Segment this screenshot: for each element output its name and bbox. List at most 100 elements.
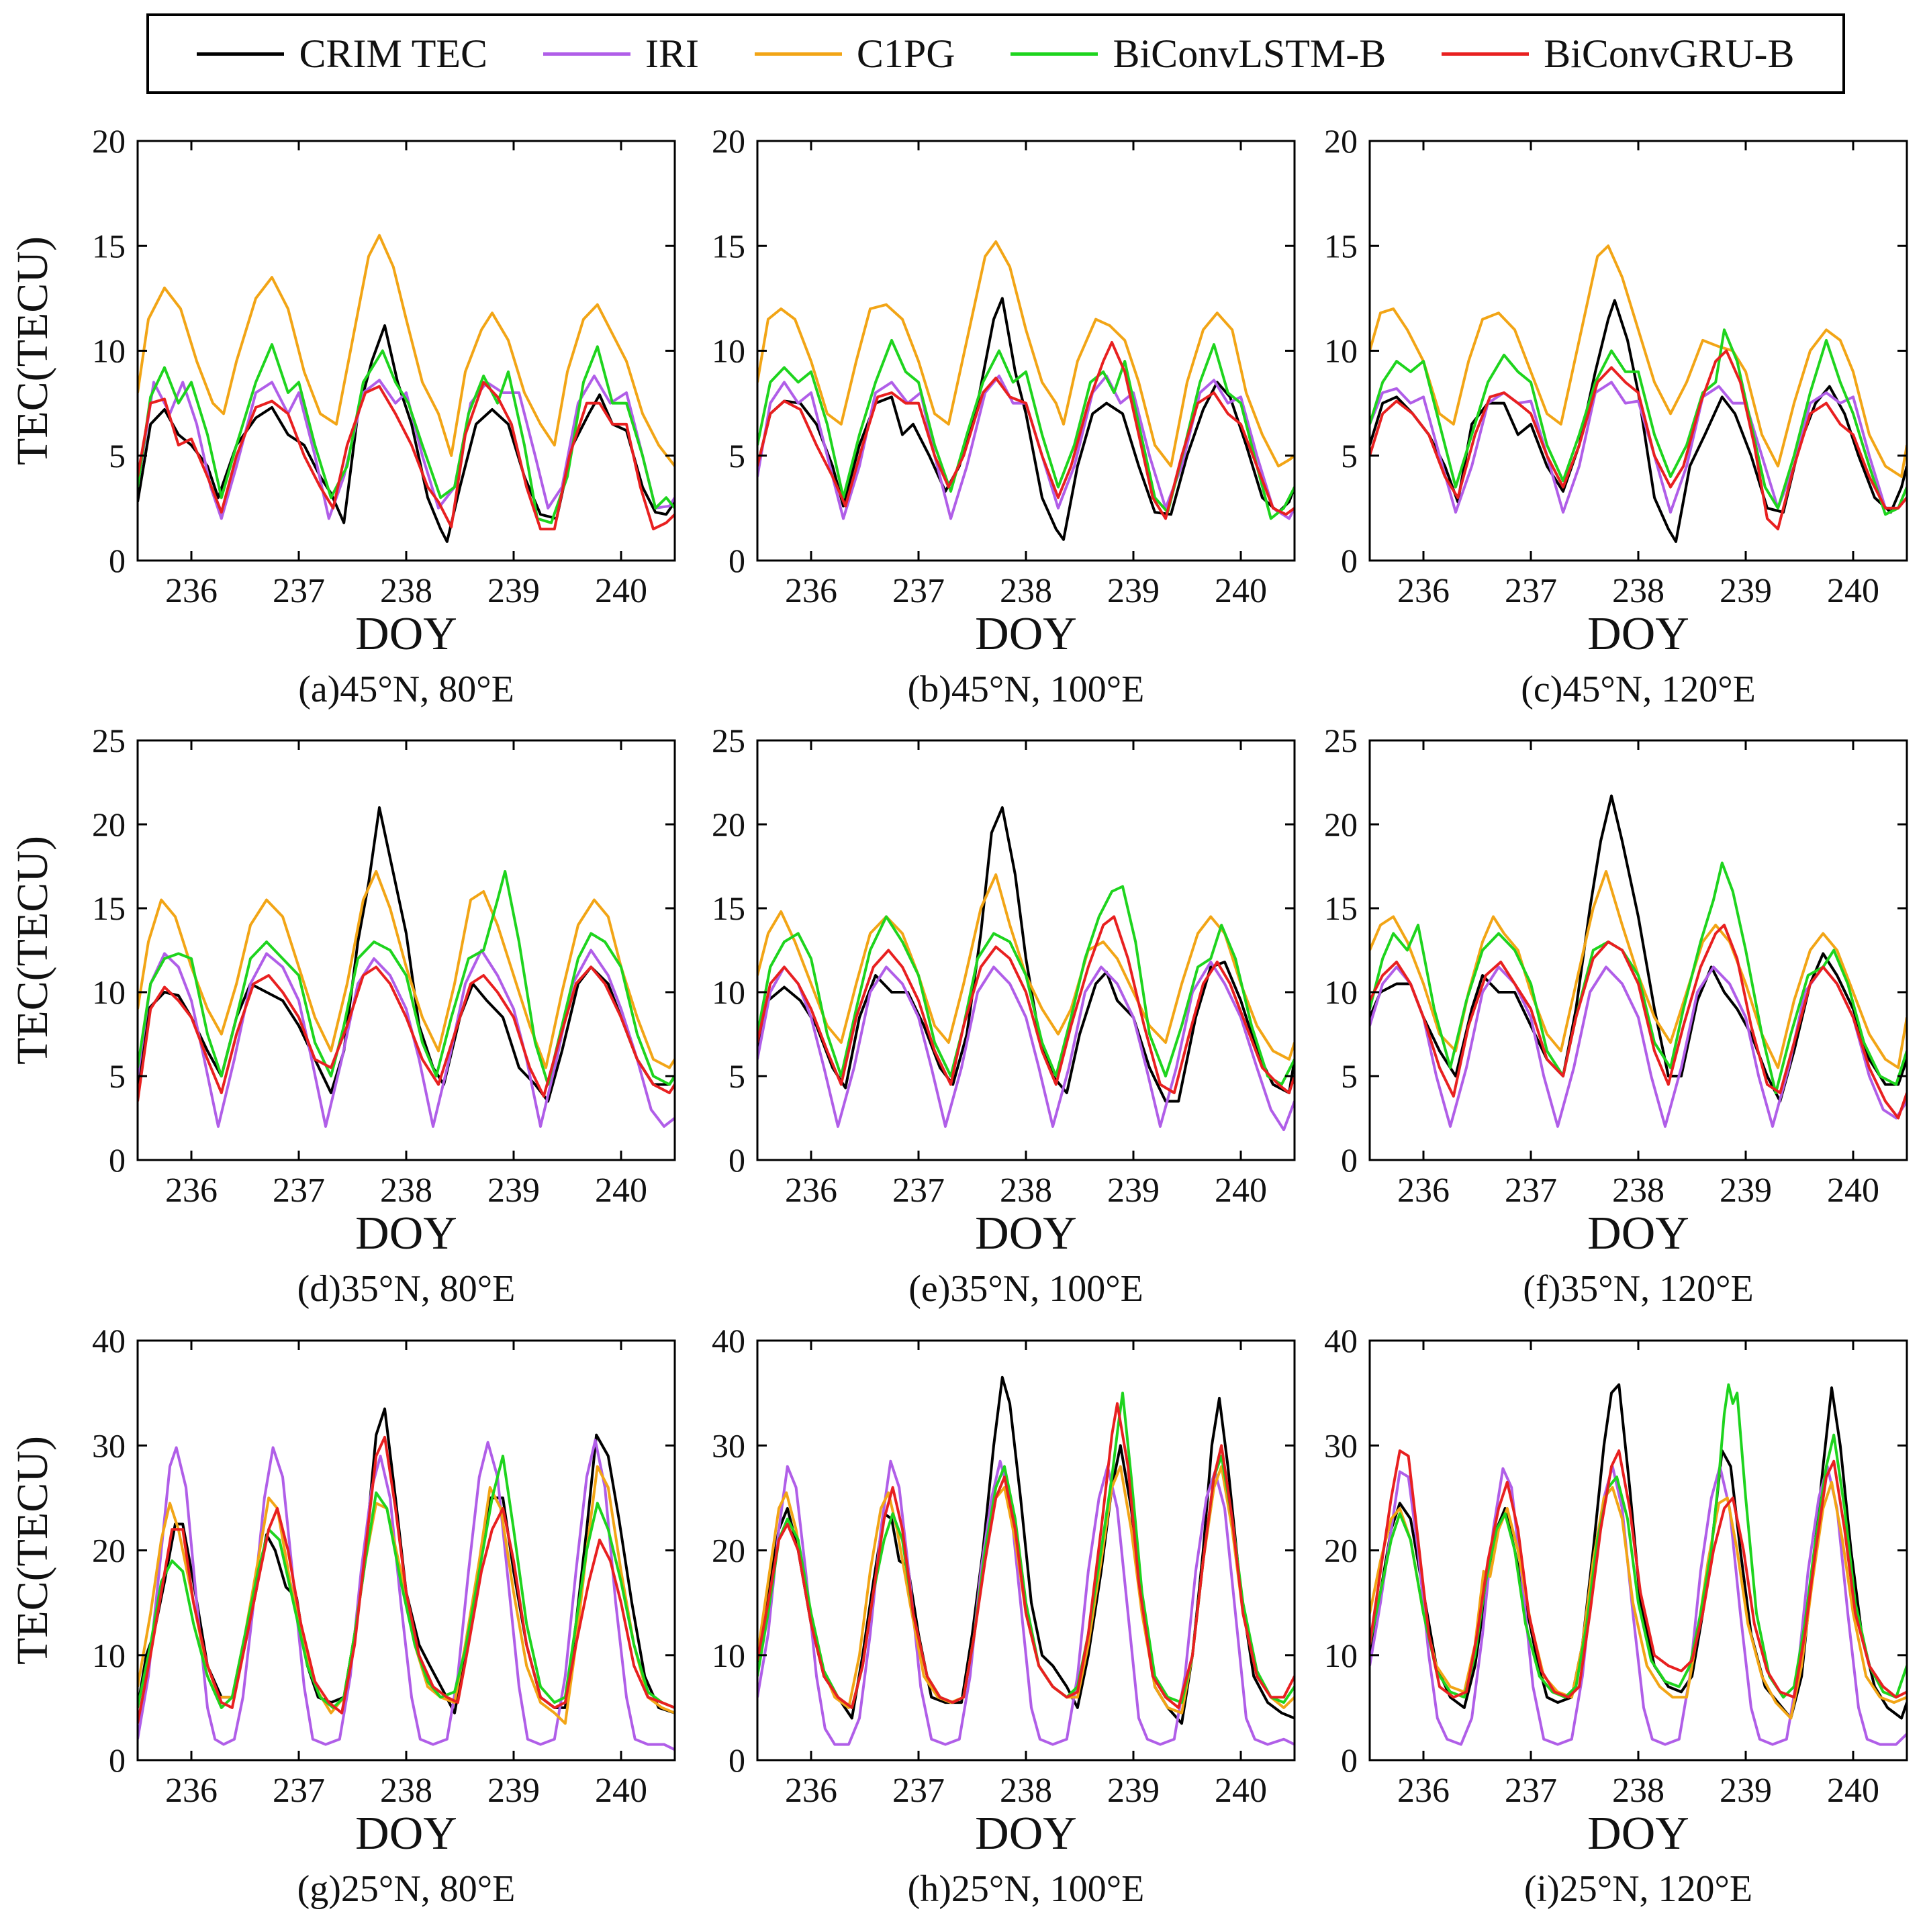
y-tick-label: 10 (92, 1637, 126, 1674)
y-tick-label: 20 (1324, 122, 1358, 160)
series-line (138, 324, 675, 543)
series-line (138, 381, 675, 531)
y-tick-label: 40 (92, 1322, 126, 1359)
y-tick-label: 15 (712, 227, 745, 264)
y-tick-label: 10 (1324, 1637, 1358, 1674)
x-tick-label: 238 (1612, 572, 1664, 610)
x-tick-label: 236 (1397, 572, 1450, 610)
series-line (1370, 349, 1907, 531)
y-tick-label: 10 (92, 973, 126, 1011)
y-tick-label: 0 (109, 1741, 126, 1779)
legend-line-icon (1011, 52, 1098, 56)
series-line (757, 961, 1295, 1131)
series-line (757, 1402, 1295, 1709)
series-line (138, 343, 675, 524)
series-line (138, 965, 675, 1102)
y-tick-label: 30 (92, 1427, 126, 1464)
y-tick-label: 20 (712, 806, 745, 843)
y-tick-label: 20 (92, 122, 126, 160)
x-axis-label: DOY (1587, 1808, 1689, 1859)
y-axis-label: TEC(TECU) (8, 1436, 57, 1665)
chart-title: (i)25°N, 120°E (1524, 1868, 1752, 1910)
y-tick-label: 15 (92, 227, 126, 264)
legend-label: IRI (645, 31, 699, 76)
y-tick-label: 20 (712, 1532, 745, 1569)
series-line (757, 240, 1295, 468)
chart-title: (b)45°N, 100°E (908, 669, 1145, 710)
x-tick-label: 236 (165, 1772, 218, 1810)
y-tick-label: 20 (92, 806, 126, 843)
x-tick-label: 238 (380, 1171, 432, 1210)
series-line (757, 885, 1295, 1086)
x-axis-label: DOY (975, 1808, 1077, 1859)
series-line (138, 949, 675, 1128)
x-tick-label: 238 (1000, 572, 1052, 610)
y-tick-label: 5 (1341, 1057, 1358, 1095)
legend-line-icon (543, 52, 630, 56)
y-tick-label: 15 (1324, 227, 1358, 264)
x-tick-label: 237 (273, 572, 325, 610)
y-tick-label: 25 (712, 722, 745, 759)
y-tick-label: 15 (1324, 889, 1358, 927)
x-tick-label: 238 (1000, 1171, 1052, 1210)
x-tick-label: 239 (1107, 1171, 1160, 1210)
legend-line-icon (754, 52, 842, 56)
plot-frame (136, 739, 676, 1161)
x-tick-label: 239 (487, 1772, 540, 1810)
x-tick-label: 236 (1397, 1171, 1450, 1210)
y-tick-label: 20 (712, 122, 745, 160)
x-tick-label: 237 (892, 1772, 945, 1810)
series-line (757, 1465, 1295, 1714)
legend-label: BiConvLSTM-B (1113, 31, 1387, 76)
chart-title: (f)35°N, 120°E (1523, 1268, 1753, 1310)
y-tick-label: 0 (109, 542, 126, 579)
y-tick-label: 5 (109, 437, 126, 475)
series-line (1370, 328, 1907, 516)
x-tick-label: 240 (1215, 1171, 1267, 1210)
y-tick-label: 5 (729, 437, 745, 475)
x-tick-label: 240 (1827, 1772, 1879, 1810)
x-tick-label: 238 (380, 572, 432, 610)
series-line (757, 341, 1295, 520)
series-line (1370, 861, 1907, 1094)
x-tick-label: 239 (487, 572, 540, 610)
x-tick-label: 240 (595, 1772, 647, 1810)
x-tick-label: 237 (273, 1171, 325, 1210)
y-tick-label: 0 (729, 1141, 745, 1179)
legend-item: IRI (543, 31, 699, 77)
x-tick-label: 237 (892, 1171, 945, 1210)
chart-title: (g)25°N, 80°E (297, 1868, 516, 1910)
x-tick-label: 240 (595, 1171, 647, 1210)
chart-title: (c)45°N, 120°E (1521, 669, 1756, 710)
y-tick-label: 15 (92, 889, 126, 927)
y-tick-label: 20 (1324, 806, 1358, 843)
x-tick-label: 236 (165, 1171, 218, 1210)
series-line (757, 1459, 1295, 1746)
series-line (138, 870, 675, 1069)
series-line (1370, 381, 1907, 514)
x-tick-label: 237 (1505, 1171, 1557, 1210)
y-tick-label: 40 (1324, 1322, 1358, 1359)
y-tick-label: 0 (1341, 1741, 1358, 1779)
y-axis-label: TEC(TECU) (8, 236, 57, 465)
y-tick-label: 0 (1341, 1141, 1358, 1179)
y-tick-label: 20 (1324, 1532, 1358, 1569)
x-tick-label: 237 (1505, 572, 1557, 610)
chart-title: (e)35°N, 100°E (908, 1268, 1143, 1310)
y-tick-label: 25 (1324, 722, 1358, 759)
y-tick-label: 10 (1324, 973, 1358, 1011)
legend-label: CRIM TEC (299, 31, 488, 76)
legend-line-icon (197, 52, 285, 56)
y-axis-label: TEC(TECU) (8, 836, 57, 1065)
series-line (1370, 1449, 1907, 1699)
y-tick-label: 15 (712, 889, 745, 927)
y-tick-label: 10 (712, 1637, 745, 1674)
series-line (757, 1375, 1295, 1725)
x-tick-label: 239 (1720, 1772, 1772, 1810)
y-tick-label: 10 (712, 973, 745, 1011)
x-tick-label: 236 (165, 572, 218, 610)
x-tick-label: 236 (785, 1772, 837, 1810)
x-tick-label: 237 (273, 1772, 325, 1810)
x-tick-label: 238 (1612, 1171, 1664, 1210)
